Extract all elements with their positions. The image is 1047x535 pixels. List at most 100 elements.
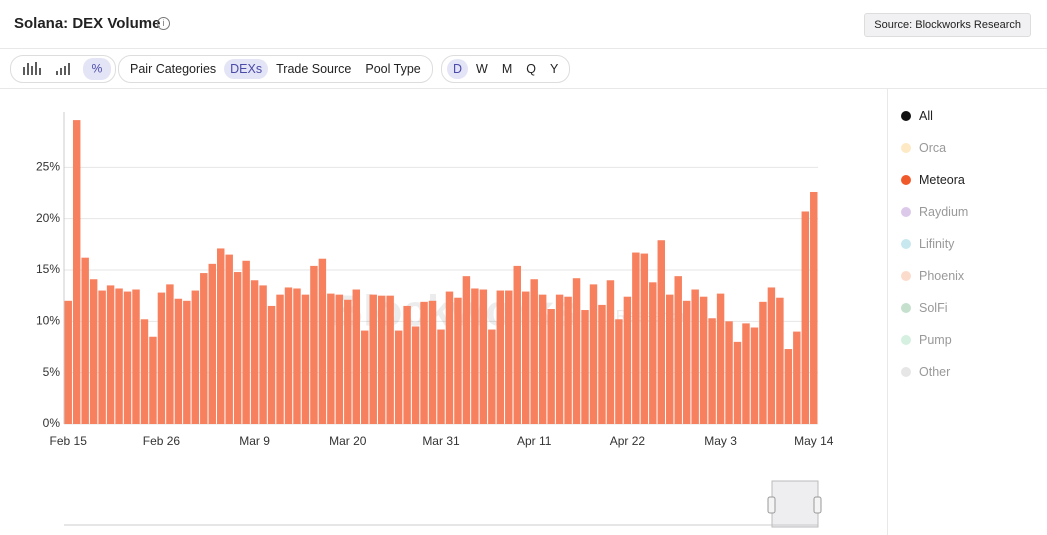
legend-label: Meteora — [919, 173, 965, 187]
y-tick-label: 15% — [36, 262, 60, 276]
bar — [225, 254, 233, 424]
svg-text:%: % — [92, 62, 103, 76]
legend-dot — [901, 271, 911, 281]
legend-label: Raydium — [919, 205, 969, 219]
period-tab[interactable]: D — [447, 59, 469, 79]
bar — [428, 300, 437, 424]
bar — [454, 297, 462, 424]
legend-item[interactable]: Meteora — [901, 164, 968, 196]
bar — [564, 296, 572, 424]
legend-item[interactable]: All — [901, 100, 968, 132]
legend-item[interactable]: SolFi — [901, 292, 968, 324]
bar — [267, 305, 276, 424]
bar — [64, 300, 72, 424]
bar — [445, 291, 454, 424]
legend-item[interactable]: Pump — [901, 324, 968, 356]
bar — [310, 265, 318, 424]
chart-type-group: % — [10, 55, 116, 83]
x-tick-label: Mar 9 — [239, 434, 270, 448]
category-tab[interactable]: Pool Type — [365, 62, 421, 76]
legend-item[interactable]: Phoenix — [901, 260, 968, 292]
bar — [708, 318, 716, 424]
bar — [555, 294, 564, 424]
bar — [352, 289, 361, 424]
bar — [208, 263, 216, 424]
bar — [666, 294, 674, 424]
bar — [598, 304, 606, 424]
y-tick-label: 5% — [43, 365, 61, 379]
info-icon[interactable]: i — [157, 17, 170, 30]
legend-dot — [901, 367, 911, 377]
bar — [471, 288, 479, 424]
bar — [496, 290, 505, 424]
bar — [217, 248, 225, 424]
divider — [0, 88, 1047, 89]
bar — [403, 305, 411, 424]
bar — [344, 299, 352, 424]
source-button[interactable]: Source: Blockworks Research — [864, 13, 1031, 37]
bar — [377, 295, 386, 424]
bar — [115, 288, 123, 424]
x-tick-label: Mar 20 — [329, 434, 367, 448]
legend: All Orca Meteora Raydium Lifinity Phoenix SolF… — [901, 100, 968, 388]
bar — [183, 300, 191, 424]
bar — [632, 252, 640, 424]
bar — [174, 298, 183, 424]
x-tick-label: Feb 26 — [143, 434, 181, 448]
legend-item[interactable]: Other — [901, 356, 968, 388]
bar — [259, 285, 267, 424]
bar — [327, 293, 335, 424]
bar — [386, 295, 394, 424]
period-tab[interactable]: W — [476, 62, 488, 76]
chart: 0%5%10%15%20%25%BlockworksResearchFeb 15… — [36, 112, 834, 528]
bar — [716, 293, 725, 424]
bar — [615, 319, 623, 424]
bar — [242, 260, 250, 424]
category-tab[interactable]: Trade Source — [276, 62, 352, 76]
category-tab[interactable]: DEXs — [224, 59, 269, 79]
x-tick-label: May 3 — [704, 434, 737, 448]
bar — [335, 294, 344, 424]
period-tab[interactable]: Y — [550, 62, 559, 76]
navigator-handle — [813, 496, 822, 514]
bar — [581, 310, 589, 424]
legend-dot — [901, 303, 911, 313]
bar — [479, 289, 488, 424]
bar — [293, 288, 301, 424]
legend-item[interactable]: Raydium — [901, 196, 968, 228]
bar — [276, 294, 284, 424]
period-tab[interactable]: M — [501, 62, 513, 76]
bar — [742, 323, 750, 424]
bar — [623, 296, 632, 424]
x-tick-label: Apr 22 — [610, 434, 646, 448]
bar — [166, 284, 174, 424]
navigator-handle — [767, 496, 776, 514]
bar — [657, 240, 665, 424]
bar — [72, 120, 81, 425]
y-tick-label: 0% — [43, 416, 61, 430]
bar — [505, 290, 513, 424]
x-tick-label: May 14 — [794, 434, 834, 448]
bar — [191, 290, 200, 424]
legend-dot — [901, 335, 911, 345]
bar — [801, 211, 810, 424]
bar — [132, 289, 140, 424]
legend-label: Other — [919, 365, 951, 379]
bar — [369, 294, 377, 424]
bar — [759, 301, 767, 424]
bar — [318, 258, 327, 424]
period-tab[interactable]: Q — [526, 62, 536, 76]
bar — [776, 297, 784, 424]
bar — [513, 265, 521, 424]
bar — [547, 309, 555, 424]
bar — [538, 294, 547, 424]
x-tick-label: Apr 11 — [517, 434, 552, 448]
legend-item[interactable]: Lifinity — [901, 228, 968, 260]
bar — [682, 300, 691, 424]
category-tab[interactable]: Pair Categories — [130, 62, 217, 76]
y-tick-label: 20% — [36, 211, 60, 225]
legend-item[interactable]: Orca — [901, 132, 968, 164]
bar — [784, 349, 793, 424]
